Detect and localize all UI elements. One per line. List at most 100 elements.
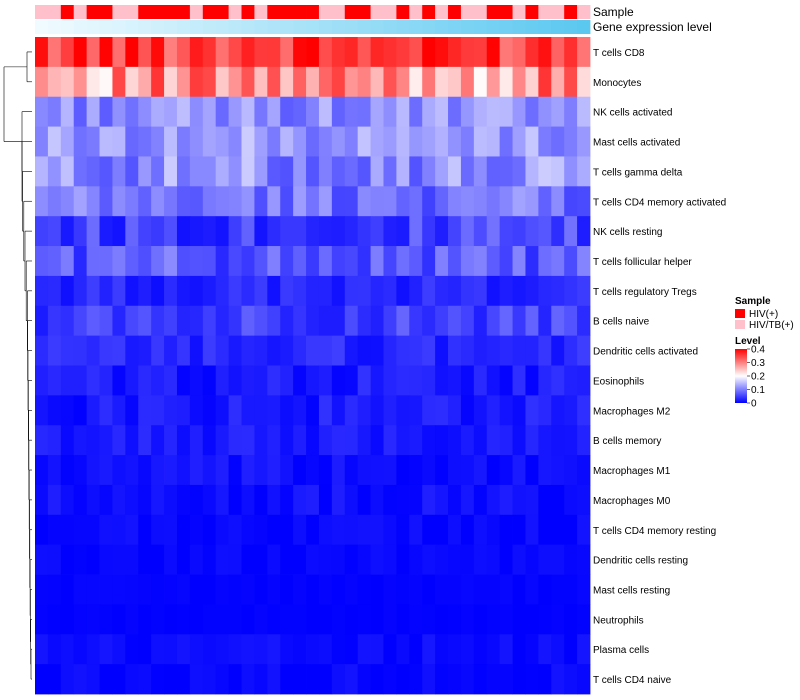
sample-annotation-cell [293, 5, 307, 19]
heatmap-cell [151, 335, 165, 366]
heatmap-cell [460, 455, 475, 486]
heatmap-cell [538, 484, 552, 516]
heatmap-cell [460, 216, 475, 247]
heatmap-cell [344, 634, 359, 665]
heatmap-cell [564, 335, 578, 366]
heatmap-cell [422, 604, 436, 635]
heatmap-cell [448, 455, 462, 486]
heatmap-cell [357, 395, 371, 426]
heatmap-cell [435, 514, 449, 546]
heatmap-cell [525, 455, 539, 486]
gene-annotation-cell [112, 20, 126, 34]
heatmap-cell [189, 634, 204, 665]
heatmap-cell [254, 604, 268, 635]
heatmap-cell [60, 395, 75, 426]
sample-annotation-cell [396, 5, 410, 19]
heatmap-cell [396, 66, 410, 98]
heatmap-cell [99, 514, 113, 546]
heatmap-cell [112, 305, 126, 337]
heatmap-cell [125, 604, 139, 635]
heatmap-cell [460, 365, 475, 396]
row-label: T cells gamma delta [593, 167, 683, 178]
heatmap-cell [383, 96, 397, 127]
heatmap-cell [564, 305, 578, 337]
legend-swatch-hiv [735, 309, 745, 318]
heatmap-cell [512, 305, 526, 337]
heatmap-cell [73, 514, 88, 546]
heatmap-cell [383, 455, 397, 486]
heatmap-cell [422, 37, 436, 68]
gene-annotation-cell [331, 20, 346, 34]
heatmap-cell [422, 156, 436, 187]
heatmap-cell [577, 216, 591, 247]
heatmap-cell [189, 37, 204, 68]
heatmap-cell [409, 664, 423, 695]
heatmap-cell [538, 126, 552, 157]
heatmap-cell [138, 365, 152, 396]
heatmap-cell [151, 425, 165, 456]
heatmap-cell [460, 96, 475, 127]
heatmap-cell [318, 365, 333, 396]
heatmap-cell [125, 335, 139, 366]
heatmap-cell [60, 96, 75, 127]
heatmap-cell [357, 574, 371, 605]
heatmap-cell [318, 305, 333, 337]
gene-annotation-cell [499, 20, 513, 34]
heatmap-cell [293, 186, 307, 217]
heatmap-cell [86, 126, 100, 157]
heatmap-cell [448, 425, 462, 456]
heatmap-cell [112, 126, 126, 157]
heatmap-cell [280, 126, 294, 157]
heatmap-cell [564, 156, 578, 187]
heatmap-cell [422, 246, 436, 277]
heatmap-cell [112, 96, 126, 127]
heatmap-cell [47, 96, 62, 127]
heatmap-cell [35, 275, 49, 307]
heatmap-cell [306, 305, 320, 337]
heatmap-cell [176, 126, 191, 157]
heatmap-cell [435, 66, 449, 98]
heatmap-cell [396, 156, 410, 187]
sample-annotation-cell [383, 5, 397, 19]
gene-expression-annotation-bar [35, 20, 591, 34]
heatmap-cell [409, 365, 423, 396]
heatmap-cell [228, 275, 242, 307]
heatmap-cell [176, 634, 191, 665]
heatmap-cell [512, 66, 526, 98]
sample-annotation-cell [215, 5, 230, 19]
sample-annotation-cell [86, 5, 100, 19]
heatmap-cell [228, 455, 242, 486]
heatmap-cell [525, 634, 539, 665]
heatmap-cell [73, 126, 88, 157]
row-label: B cells memory [593, 436, 661, 447]
heatmap-cell [409, 604, 423, 635]
heatmap-cell [176, 455, 191, 486]
heatmap-cell [473, 365, 488, 396]
heatmap-cell [280, 365, 294, 396]
heatmap-cell [215, 484, 230, 516]
heatmap-cell [473, 216, 488, 247]
heatmap-cell [357, 425, 371, 456]
heatmap-cell [448, 66, 462, 98]
heatmap-cell [267, 66, 281, 98]
heatmap-cell [473, 484, 488, 516]
heatmap-cell [254, 544, 268, 575]
heatmap-cell [564, 425, 578, 456]
heatmap-cell [331, 664, 346, 695]
heatmap-cell [538, 544, 552, 575]
heatmap-cell [35, 574, 49, 605]
heatmap-cell [318, 335, 333, 366]
heatmap-cell [176, 96, 191, 127]
heatmap-cell [551, 246, 565, 277]
heatmap-cell [564, 186, 578, 217]
heatmap-cell [331, 395, 346, 426]
heatmap-cell [60, 275, 75, 307]
heatmap-cell [125, 395, 139, 426]
row-label: Plasma cells [593, 645, 649, 656]
heatmap-cell [112, 664, 126, 695]
heatmap-cell [228, 604, 242, 635]
heatmap-cell [47, 37, 62, 68]
heatmap-cell [448, 664, 462, 695]
heatmap-cell [60, 66, 75, 98]
